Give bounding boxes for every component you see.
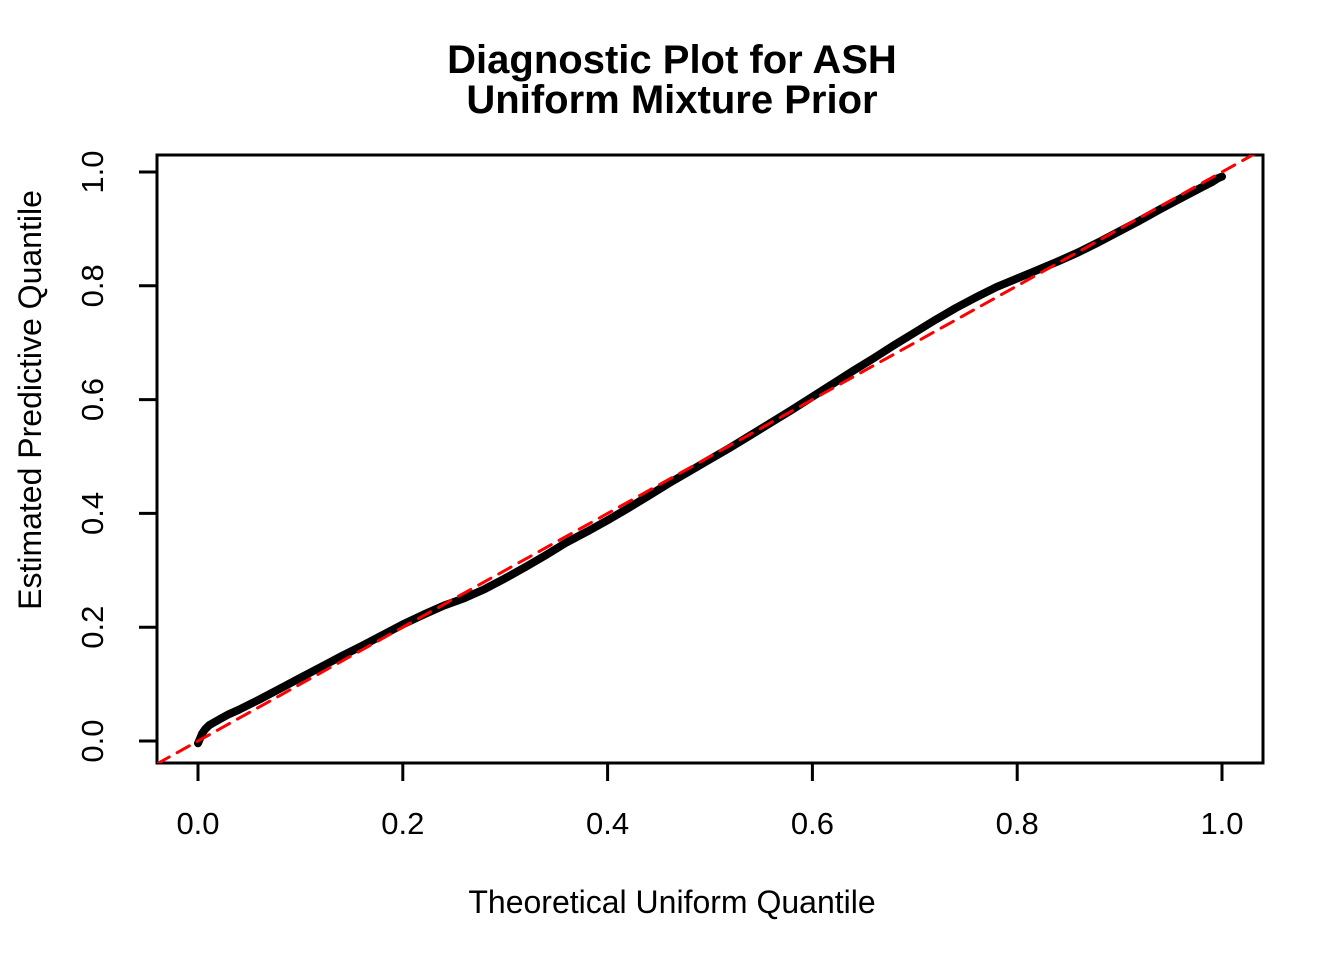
y-axis-tick-labels: 0.0 0.2 0.4 0.6 0.8 1.0 bbox=[75, 150, 110, 762]
x-axis-ticks bbox=[196, 763, 1224, 781]
x-tick-label: 0.8 bbox=[996, 806, 1039, 841]
plot-border bbox=[155, 153, 1265, 765]
y-tick-label: 0.0 bbox=[75, 719, 110, 762]
x-tick-label: 0.6 bbox=[791, 806, 834, 841]
x-tick-label: 0.0 bbox=[176, 806, 219, 841]
x-tick-label: 1.0 bbox=[1200, 806, 1243, 841]
x-axis-title: Theoretical Uniform Quantile bbox=[468, 884, 875, 920]
y-tick-label: 0.6 bbox=[75, 378, 110, 421]
y-tick-label: 1.0 bbox=[75, 150, 110, 193]
chart-title-line-2: Uniform Mixture Prior bbox=[466, 78, 877, 122]
x-tick-label: 0.4 bbox=[586, 806, 629, 841]
y-tick-label: 0.2 bbox=[75, 606, 110, 649]
reference-diagonal-line bbox=[157, 155, 1256, 763]
x-tick-label: 0.2 bbox=[381, 806, 424, 841]
chart-title-line-1: Diagnostic Plot for ASH bbox=[447, 38, 897, 82]
x-axis-tick-labels: 0.0 0.2 0.4 0.6 0.8 1.0 bbox=[176, 806, 1243, 841]
y-axis-title: Estimated Predictive Quantile bbox=[12, 190, 48, 610]
y-tick-label: 0.8 bbox=[75, 264, 110, 307]
plot-series bbox=[157, 155, 1256, 763]
y-tick-label: 0.4 bbox=[75, 492, 110, 535]
quantile-curve bbox=[194, 172, 1226, 748]
y-axis-ticks bbox=[139, 170, 157, 743]
